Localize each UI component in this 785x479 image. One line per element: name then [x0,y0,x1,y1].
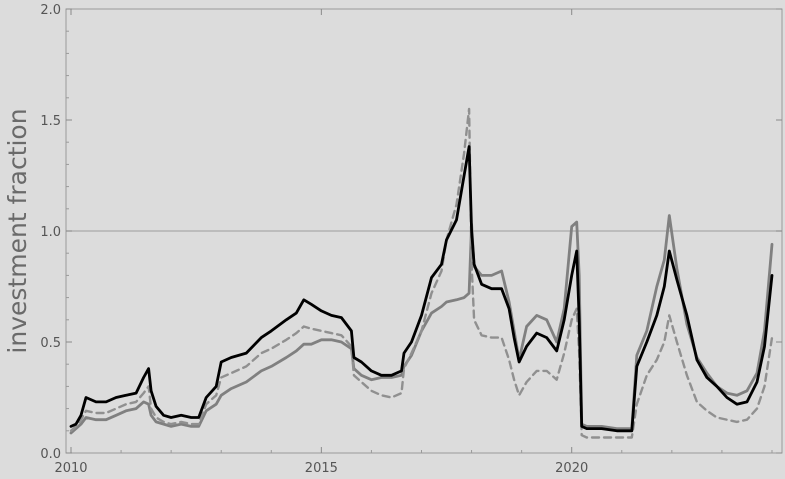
x-tick-label: 2010 [54,461,87,476]
y-tick-label: 0.5 [40,336,61,351]
series-line-3 [69,107,774,439]
x-tick-label: 2020 [555,461,588,476]
series-line-1 [69,145,774,433]
y-tick-label: 1.0 [40,225,61,240]
y-tick-label: 2.0 [40,3,61,18]
ticks-layer: 0.0 0.5 1.0 1.5 2.0 2010 2015 2020 [40,3,782,476]
series-line-2 [69,214,774,435]
x-tick-label: 2015 [305,461,338,476]
y-axis-label: investment fraction [3,108,32,353]
y-tick-label: 1.5 [40,114,61,129]
y-tick-label: 0.0 [40,447,61,462]
series-layer [69,107,774,439]
